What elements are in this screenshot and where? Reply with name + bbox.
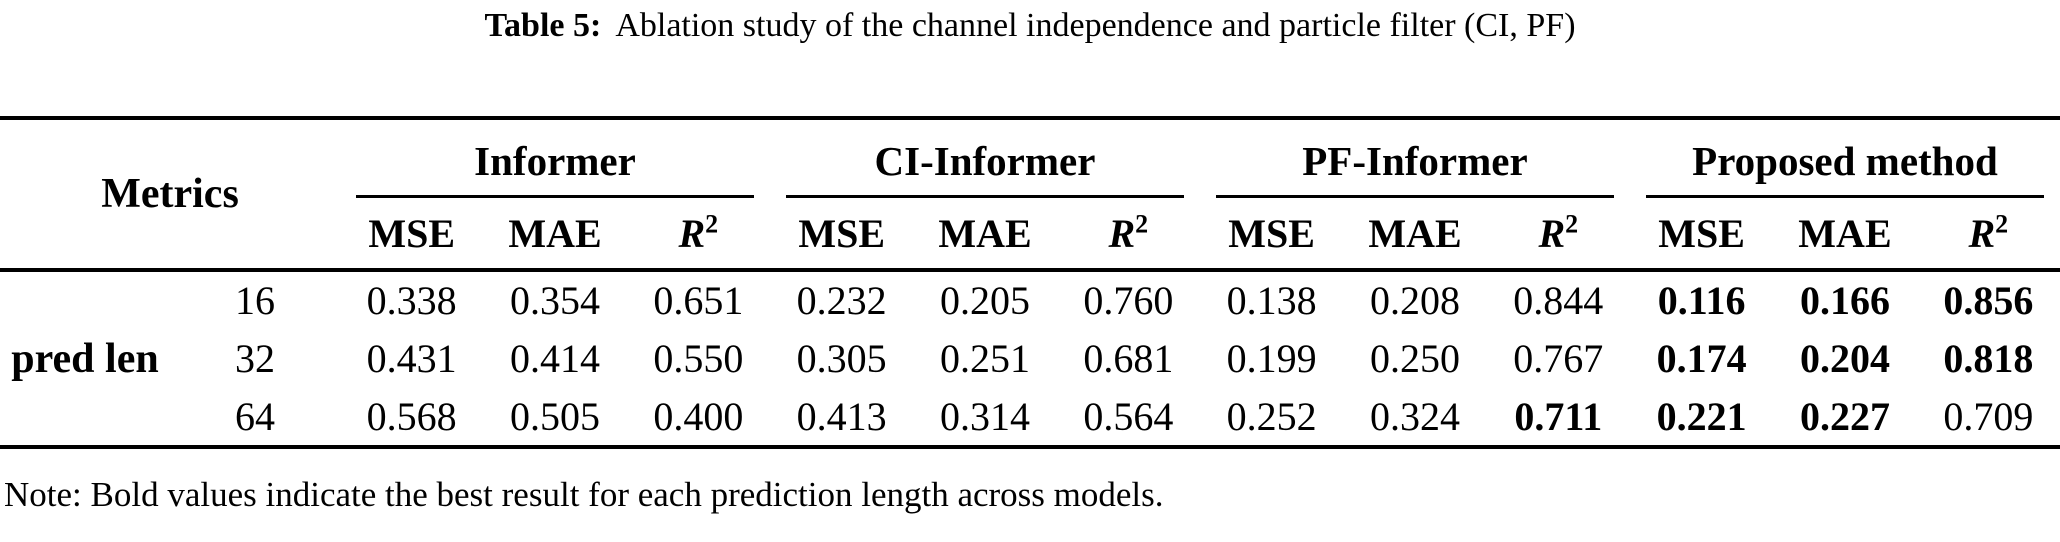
metric-value-cell: 0.505 bbox=[510, 394, 600, 439]
metric-value-cell: 0.205 bbox=[939, 278, 1030, 323]
table-caption-number: Table 5: bbox=[484, 7, 602, 44]
group-label: PF-Informer bbox=[1302, 138, 1528, 184]
r2-sup: 2 bbox=[1135, 209, 1149, 239]
r2-sup: 2 bbox=[1995, 209, 2009, 239]
metric-value-cell: 0.174 bbox=[1656, 336, 1747, 381]
metric-value-cell: 0.208 bbox=[1369, 278, 1460, 323]
r2-base: R bbox=[1108, 210, 1136, 256]
col-header-r2: R2 bbox=[1486, 198, 1630, 272]
metric-value-cell: 0.338 bbox=[366, 278, 457, 323]
row-group-label: pred len bbox=[11, 335, 159, 382]
metric-value-cell: 0.844 bbox=[1513, 278, 1604, 323]
metric-value-cell: 0.564 bbox=[1083, 394, 1174, 439]
pred-len-cell: 64 bbox=[235, 394, 275, 439]
col-header-r2: R2 bbox=[626, 198, 770, 272]
metric-value-cell: 0.199 bbox=[1226, 336, 1317, 381]
group-header-pf-informer: PF-Informer bbox=[1200, 118, 1630, 198]
metric-header-row: MSE MAE R2 MSE MAE R2 MSE MAE R2 MSE MAE… bbox=[0, 198, 2060, 272]
col-header-mse: MSE bbox=[1629, 198, 1774, 272]
metric-value-cell: 0.324 bbox=[1369, 394, 1460, 439]
metric-value-cell: 0.252 bbox=[1226, 394, 1317, 439]
metric-value-cell: 0.227 bbox=[1799, 394, 1890, 439]
metric-value-cell: 0.166 bbox=[1799, 278, 1890, 323]
metric-value-cell: 0.709 bbox=[1943, 394, 2034, 439]
table-caption-text: Ablation study of the channel independen… bbox=[615, 7, 1576, 44]
col-header-mae: MAE bbox=[1773, 198, 1917, 272]
group-underline bbox=[1215, 195, 1614, 198]
group-header-ci-informer: CI-Informer bbox=[770, 118, 1200, 198]
group-header-row: Metrics Informer CI-Informer PF-Informer… bbox=[0, 118, 2060, 272]
group-underline bbox=[786, 195, 1184, 198]
metric-value-cell: 0.711 bbox=[1514, 394, 1603, 439]
metric-value-cell: 0.550 bbox=[653, 336, 744, 381]
metric-value-cell: 0.414 bbox=[510, 336, 600, 381]
col-header-mse: MSE bbox=[770, 198, 914, 272]
ablation-table: Metrics Informer CI-Informer PF-Informer… bbox=[0, 116, 2060, 449]
group-label: Informer bbox=[474, 138, 636, 184]
metric-value-cell: 0.818 bbox=[1943, 336, 2034, 381]
r2-base: R bbox=[678, 210, 706, 256]
metric-value-cell: 0.568 bbox=[366, 394, 457, 439]
metric-value-cell: 0.305 bbox=[796, 336, 887, 381]
metric-value-cell: 0.400 bbox=[653, 394, 744, 439]
r2-sup: 2 bbox=[705, 209, 719, 239]
group-underline bbox=[356, 195, 754, 198]
metric-value-cell: 0.138 bbox=[1226, 278, 1317, 323]
group-label: CI-Informer bbox=[874, 138, 1096, 184]
r2-sup: 2 bbox=[1565, 209, 1579, 239]
metric-value-cell: 0.221 bbox=[1656, 394, 1747, 439]
metric-value-cell: 0.116 bbox=[1657, 278, 1746, 323]
table-caption: Table 5: Ablation study of the channel in… bbox=[0, 4, 2060, 48]
col-header-r2: R2 bbox=[1056, 198, 1200, 272]
group-underline bbox=[1645, 195, 2044, 198]
metric-value-cell: 0.250 bbox=[1369, 336, 1460, 381]
metric-value-cell: 0.204 bbox=[1799, 336, 1890, 381]
metric-value-cell: 0.681 bbox=[1083, 336, 1174, 381]
metric-value-cell: 0.314 bbox=[939, 394, 1030, 439]
metric-value-cell: 0.354 bbox=[510, 278, 600, 323]
col-header-mse: MSE bbox=[1199, 198, 1344, 272]
metric-value-cell: 0.856 bbox=[1943, 278, 2034, 323]
metric-value-cell: 0.251 bbox=[939, 336, 1030, 381]
col-header-mae: MAE bbox=[1343, 198, 1487, 272]
table-row-predlen-32: 32 0.431 0.414 0.550 0.305 0.251 0.681 0… bbox=[0, 329, 2060, 388]
metric-value-cell: 0.760 bbox=[1083, 278, 1174, 323]
pred-len-cell: 32 bbox=[235, 336, 275, 381]
metric-value-cell: 0.232 bbox=[796, 278, 887, 323]
r2-base: R bbox=[1538, 210, 1566, 256]
group-header-informer: Informer bbox=[340, 118, 770, 198]
metric-value-cell: 0.767 bbox=[1513, 336, 1604, 381]
col-header-mae: MAE bbox=[483, 198, 627, 272]
col-header-r2: R2 bbox=[1916, 198, 2060, 272]
col-header-mse: MSE bbox=[340, 198, 484, 272]
metric-value-cell: 0.651 bbox=[653, 278, 744, 323]
metric-value-cell: 0.413 bbox=[796, 394, 887, 439]
group-label: Proposed method bbox=[1692, 138, 1998, 184]
r2-base: R bbox=[1968, 210, 1996, 256]
table-note: Note: Bold values indicate the best resu… bbox=[4, 475, 1164, 514]
col-header-mae: MAE bbox=[913, 198, 1057, 272]
table-row-predlen-16: pred len 16 0.338 0.354 0.651 0.232 0.20… bbox=[0, 270, 2060, 382]
metric-value-cell: 0.431 bbox=[366, 336, 457, 381]
pred-len-cell: 16 bbox=[235, 278, 275, 323]
group-header-proposed-method: Proposed method bbox=[1630, 118, 2060, 198]
metrics-header: Metrics bbox=[0, 118, 341, 272]
table-row-predlen-64: 64 0.568 0.505 0.400 0.413 0.314 0.564 0… bbox=[0, 388, 2060, 447]
